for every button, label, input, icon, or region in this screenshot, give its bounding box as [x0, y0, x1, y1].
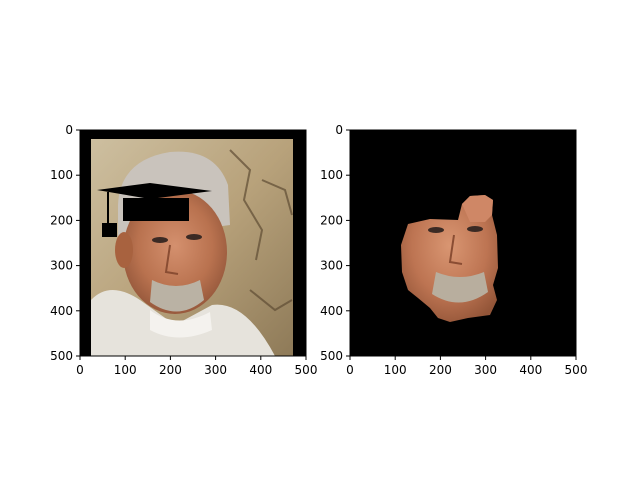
left-x-tick-label: 100: [114, 363, 137, 377]
left-x-tick-label: 200: [159, 363, 182, 377]
right-y-tick-label: 400: [320, 304, 343, 318]
left-axes-frame: [79, 129, 307, 357]
right-image-panel: 0 100 200 300 400 500 0 100 200 300 400 500: [320, 123, 587, 377]
left-x-tick-label: 0: [76, 363, 84, 377]
right-y-ticks: 0 100 200 300 400 500: [320, 123, 350, 363]
graduation-cap-base: [123, 198, 189, 221]
right-y-tick-label: 500: [320, 349, 343, 363]
right-x-tick-label: 0: [346, 363, 354, 377]
right-x-tick-label: 300: [474, 363, 497, 377]
left-image-panel: 0 100 200 300 400 500 0 100 200 300 400 500: [50, 123, 317, 377]
right-y-tick-label: 0: [335, 123, 343, 137]
right-x-tick-label: 200: [429, 363, 452, 377]
left-y-tick-label: 100: [50, 168, 73, 182]
graduation-cap-board: [97, 183, 212, 199]
left-image: [80, 130, 306, 356]
right-y-tick-label: 300: [320, 259, 343, 273]
left-x-tick-label: 500: [295, 363, 318, 377]
left-x-tick-label: 300: [204, 363, 227, 377]
right-x-tick-label: 100: [384, 363, 407, 377]
left-y-tick-label: 400: [50, 304, 73, 318]
right-y-tick-label: 100: [320, 168, 343, 182]
right-axes-frame: [349, 129, 577, 357]
left-y-tick-label: 200: [50, 213, 73, 227]
left-y-tick-label: 500: [50, 349, 73, 363]
left-y-ticks: 0 100 200 300 400 500: [50, 123, 80, 363]
right-y-tick-label: 200: [320, 213, 343, 227]
right-x-tick-label: 400: [519, 363, 542, 377]
graduation-cap-tassel: [102, 223, 117, 237]
left-x-tick-label: 400: [249, 363, 272, 377]
right-x-ticks: 0 100 200 300 400 500: [346, 356, 587, 377]
left-x-ticks: 0 100 200 300 400 500: [76, 356, 317, 377]
left-y-tick-label: 300: [50, 259, 73, 273]
left-y-tick-label: 0: [65, 123, 73, 137]
right-x-tick-label: 500: [565, 363, 588, 377]
right-image: [350, 130, 576, 356]
